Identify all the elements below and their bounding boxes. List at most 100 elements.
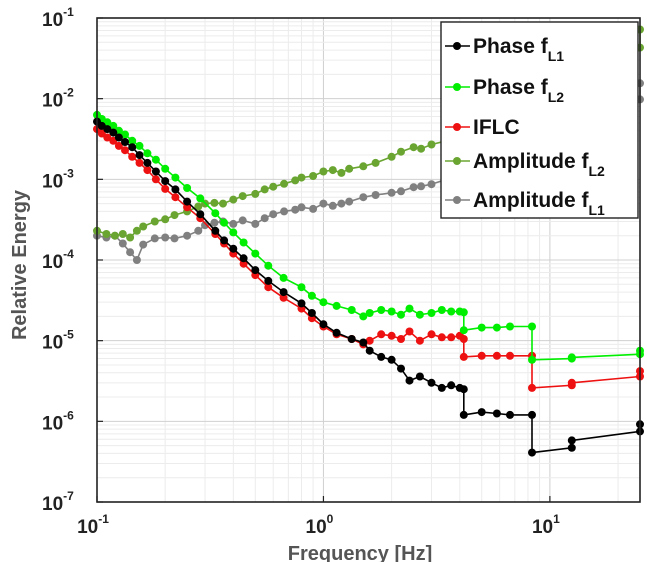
data-point <box>567 378 576 387</box>
data-point <box>405 376 414 385</box>
data-point <box>427 330 436 339</box>
data-point <box>459 352 468 361</box>
data-point <box>251 219 260 228</box>
data-point <box>239 254 248 263</box>
data-point <box>459 410 468 419</box>
data-point <box>345 197 354 206</box>
data-point <box>183 184 192 192</box>
data-point <box>297 283 306 292</box>
y-axis-label: Relative Energy <box>9 189 31 340</box>
data-point <box>238 192 247 201</box>
data-point <box>229 244 238 253</box>
data-point <box>110 231 119 240</box>
data-point <box>365 336 374 345</box>
data-point <box>264 276 273 285</box>
data-point <box>319 298 328 307</box>
data-point <box>291 205 300 214</box>
data-point <box>459 326 468 335</box>
data-point <box>427 378 436 387</box>
grid <box>96 18 640 503</box>
data-point <box>309 172 318 180</box>
data-point <box>135 141 144 150</box>
data-point <box>567 443 576 452</box>
data-point <box>427 309 436 317</box>
data-point <box>238 216 247 225</box>
y-tick-label: 10-3 <box>42 166 74 192</box>
data-point <box>220 236 229 245</box>
data-point <box>264 261 273 270</box>
data-point <box>143 166 152 175</box>
data-point <box>171 193 180 202</box>
data-point <box>417 144 426 153</box>
data-point <box>183 197 192 206</box>
data-point <box>103 133 112 142</box>
data-point <box>109 121 118 130</box>
data-point <box>150 217 159 226</box>
x-tick-label: 101 <box>532 512 560 538</box>
data-point <box>447 381 456 390</box>
data-point <box>171 185 180 194</box>
data-point <box>161 177 170 186</box>
data-point <box>415 372 424 381</box>
data-point <box>347 306 356 314</box>
data-point <box>183 203 192 212</box>
legend-swatch-marker <box>453 83 461 91</box>
data-point <box>121 146 129 155</box>
data-point <box>567 353 576 362</box>
data-point <box>307 309 316 317</box>
data-point <box>196 194 205 203</box>
data-point <box>170 234 179 243</box>
data-point <box>118 230 127 238</box>
data-point <box>387 152 396 161</box>
legend-label: IFLC <box>473 116 520 139</box>
data-point <box>365 346 374 355</box>
data-point <box>297 173 306 182</box>
legend-swatch-marker <box>453 157 461 165</box>
data-point <box>161 233 170 242</box>
y-tick-label: 10-4 <box>42 247 74 273</box>
data-point <box>397 147 405 156</box>
data-point <box>151 155 160 164</box>
data-point <box>377 330 386 339</box>
data-point <box>201 221 209 230</box>
data-point <box>128 136 137 145</box>
data-point <box>279 293 288 302</box>
data-point <box>417 182 426 191</box>
x-tick-labels: 10-1 100 101 <box>77 496 560 538</box>
data-point <box>150 234 159 243</box>
data-point <box>161 164 170 173</box>
data-point <box>132 256 141 264</box>
data-point <box>280 207 289 216</box>
data-point <box>459 308 468 317</box>
data-point <box>183 231 192 240</box>
data-point <box>161 184 170 193</box>
data-point <box>359 312 368 321</box>
data-point <box>377 306 386 314</box>
data-point <box>447 333 456 342</box>
data-point <box>109 128 118 137</box>
data-point <box>477 408 486 417</box>
data-point <box>135 158 144 167</box>
data-point <box>196 210 205 219</box>
data-point <box>220 218 229 227</box>
data-point <box>121 130 129 139</box>
y-tick-label: 10-7 <box>42 489 74 515</box>
data-point <box>359 338 368 347</box>
data-point <box>387 355 396 364</box>
data-point <box>397 335 405 343</box>
data-point <box>239 238 248 247</box>
data-point <box>387 331 396 340</box>
data-point <box>477 351 486 360</box>
data-point <box>528 355 536 364</box>
series-amplitude-f-l2 <box>93 25 644 242</box>
x-tick-label: 10-1 <box>77 512 109 538</box>
data-point <box>118 239 127 248</box>
data-point <box>528 448 536 457</box>
data-point <box>377 352 386 361</box>
data-point <box>437 383 446 392</box>
y-tick-label: 10-1 <box>42 5 74 31</box>
data-point <box>269 210 278 219</box>
data-point <box>229 195 238 204</box>
data-point <box>291 176 300 185</box>
data-point <box>447 307 456 316</box>
